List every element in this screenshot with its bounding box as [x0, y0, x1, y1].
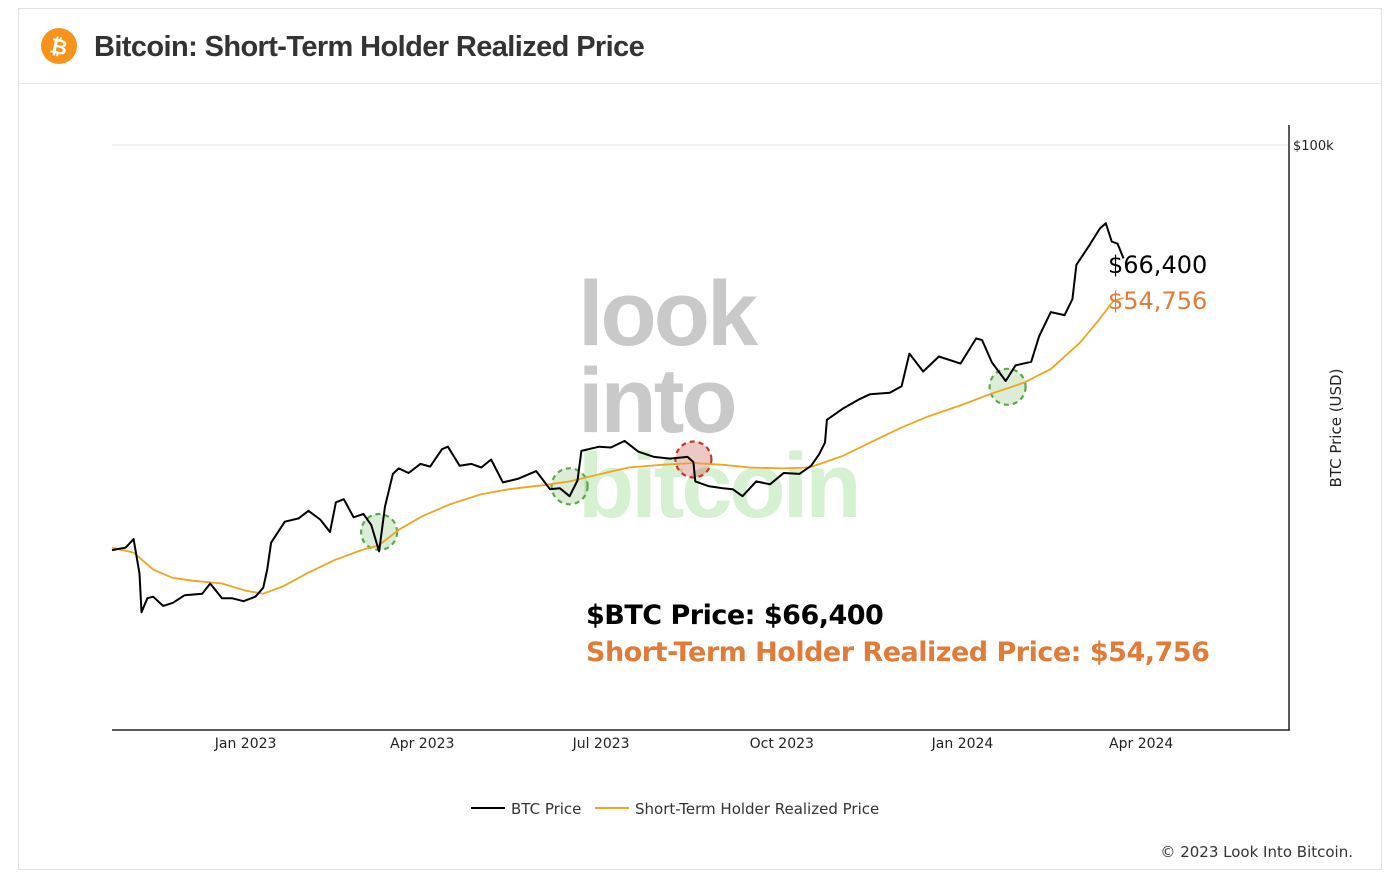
- watermark-look: look: [578, 263, 759, 365]
- highlight-marker-3: [674, 440, 713, 479]
- chart-card: ₿ Bitcoin: Short-Term Holder Realized Pr…: [18, 8, 1382, 870]
- sth-price-annotation: Short-Term Holder Realized Price: $54,75…: [586, 637, 1209, 668]
- series-layer: [111, 222, 1125, 614]
- x-tick-label: Apr 2023: [390, 736, 454, 752]
- copyright-text: © 2023 Look Into Bitcoin.: [1160, 843, 1353, 861]
- svg-text:₿: ₿: [48, 34, 70, 60]
- btc-price-line: [111, 222, 1125, 614]
- sth-realized-price-line: [111, 297, 1124, 595]
- y-tick-label: $100k: [1293, 139, 1334, 154]
- watermark-bitcoin: bitcoin: [578, 435, 859, 537]
- legend-item-sth[interactable]: Short-Term Holder Realized Price: [595, 800, 879, 818]
- x-tick-label: Apr 2024: [1109, 736, 1173, 752]
- x-tick-label: Oct 2023: [750, 736, 814, 752]
- btc-end-value: $66,400: [1108, 251, 1207, 279]
- btc-price-annotation: $BTC Price: $66,400: [586, 600, 883, 631]
- legend-label-sth: Short-Term Holder Realized Price: [635, 800, 879, 818]
- legend: BTC Price Short-Term Holder Realized Pri…: [471, 800, 879, 818]
- bitcoin-icon: ₿: [41, 28, 77, 64]
- legend-label-btc: BTC Price: [511, 800, 581, 818]
- sth-end-value: $54,756: [1108, 287, 1207, 315]
- watermark: look into bitcoin: [578, 263, 862, 537]
- x-ticks: Jan 2023 Apr 2023 Jul 2023 Oct 2023 Jan 2024…: [214, 736, 1174, 752]
- x-tick-label: Jul 2023: [572, 736, 630, 752]
- chart-header: ₿ Bitcoin: Short-Term Holder Realized Pr…: [19, 9, 1381, 84]
- page-title: Bitcoin: Short-Term Holder Realized Pric…: [94, 31, 645, 63]
- x-tick-label: Jan 2024: [931, 736, 994, 752]
- y-axis-label: BTC Price (USD): [1327, 369, 1345, 488]
- legend-item-btc[interactable]: BTC Price: [471, 800, 581, 818]
- watermark-into: into: [578, 350, 735, 452]
- y-ticks: $100k: [1293, 139, 1334, 154]
- markers-layer: [360, 367, 1027, 552]
- highlight-marker-2: [550, 467, 589, 506]
- x-tick-label: Jan 2023: [214, 736, 277, 752]
- highlight-marker-4: [988, 367, 1027, 406]
